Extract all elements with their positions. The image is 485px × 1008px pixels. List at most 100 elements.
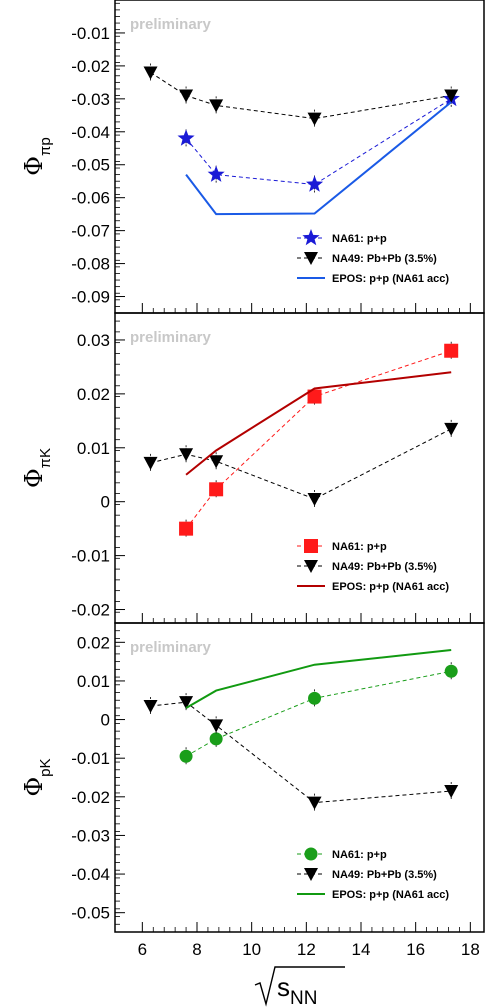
panel-bottom: 0.02 0.01 0 -0.01 -0.02 -0.03 -0.04 -0.05 ΦpK pre… bbox=[20, 622, 485, 933]
x-axis-text: sNN bbox=[277, 972, 317, 1008]
legend: NA61: p+p NA49: Pb+Pb (3.5%) EPOS: p+p (NA… bbox=[297, 847, 449, 901]
data-point bbox=[177, 129, 195, 146]
x-axis-label: sNN bbox=[254, 966, 345, 1008]
data-point bbox=[444, 89, 459, 103]
x-tick-label: 6 bbox=[138, 940, 147, 959]
plot-frame bbox=[114, 312, 485, 624]
legend-entry: NA49: Pb+Pb (3.5%) bbox=[332, 253, 437, 265]
y-tick-label: -0.06 bbox=[71, 189, 110, 208]
y-tick-label: -0.08 bbox=[71, 255, 110, 274]
y-tick-label: 0 bbox=[101, 711, 110, 730]
data-point bbox=[444, 343, 459, 358]
preliminary-label: preliminary bbox=[130, 329, 212, 346]
series-line-na49 bbox=[150, 72, 452, 120]
x-tick-label: 14 bbox=[352, 940, 371, 959]
data-point bbox=[179, 696, 194, 710]
series-line-na61 bbox=[185, 98, 452, 186]
data-point bbox=[179, 89, 194, 103]
y-tick-label: -0.02 bbox=[71, 57, 110, 76]
data-point bbox=[307, 796, 322, 810]
x-tick-label: 10 bbox=[242, 940, 261, 959]
legend-entry: EPOS: p+p (NA61 acc) bbox=[332, 581, 449, 593]
y-tick-label: -0.01 bbox=[71, 547, 110, 566]
plot-frame bbox=[114, 0, 485, 314]
y-axis-symbol: Φ bbox=[20, 468, 48, 488]
data-point bbox=[209, 455, 224, 469]
data-point bbox=[307, 389, 322, 404]
y-axis-subscript: pK bbox=[37, 758, 54, 776]
y-axis-label: ΦπK bbox=[20, 448, 54, 488]
y-axis-subscript: πK bbox=[37, 448, 54, 468]
legend-marker bbox=[304, 539, 318, 553]
panel-middle: 0.03 0.02 0.01 0 -0.01 -0.02 ΦπK preliminary NA6… bbox=[20, 312, 485, 624]
data-point bbox=[209, 719, 224, 733]
data-point bbox=[207, 165, 225, 182]
data-point bbox=[179, 448, 194, 462]
data-point bbox=[179, 521, 194, 536]
y-tick-label: 0.02 bbox=[77, 385, 110, 404]
y-axis-label: Φπp bbox=[20, 137, 54, 175]
data-point bbox=[143, 700, 158, 714]
y-tick-label: -0.03 bbox=[71, 826, 110, 845]
y-tick-label: 0 bbox=[101, 493, 110, 512]
data-point bbox=[209, 732, 223, 746]
series-line-na61 bbox=[185, 350, 452, 529]
legend-entry: EPOS: p+p (NA61 acc) bbox=[332, 889, 449, 901]
y-tick-label: -0.07 bbox=[71, 222, 110, 241]
y-tick-label: 0.01 bbox=[77, 672, 110, 691]
legend-entry: NA61: p+p bbox=[332, 541, 387, 553]
series-line-na49 bbox=[150, 701, 452, 804]
y-tick-label: -0.02 bbox=[71, 601, 110, 620]
y-tick-label: -0.03 bbox=[71, 90, 110, 109]
y-axis-symbol: Φ bbox=[20, 156, 48, 176]
y-tick-label: 0.02 bbox=[77, 633, 110, 652]
series-line-epos bbox=[185, 371, 452, 476]
series-line-na49 bbox=[150, 428, 452, 500]
y-axis-subscript: πp bbox=[37, 137, 54, 156]
legend-entry: NA49: Pb+Pb (3.5%) bbox=[332, 869, 437, 881]
data-point bbox=[306, 175, 324, 192]
y-tick-label: -0.05 bbox=[71, 156, 110, 175]
x-tick-label: 12 bbox=[297, 940, 316, 959]
y-tick-label: -0.09 bbox=[71, 288, 110, 307]
legend-entry: EPOS: p+p (NA61 acc) bbox=[332, 273, 449, 285]
legend: NA61: p+p NA49: Pb+Pb (3.5%) EPOS: p+p (NA… bbox=[297, 229, 449, 285]
y-tick-label: -0.04 bbox=[71, 865, 110, 884]
legend-marker bbox=[304, 252, 318, 265]
preliminary-label: preliminary bbox=[130, 639, 212, 656]
y-tick-label: -0.01 bbox=[71, 749, 110, 768]
x-axis-subscript: NN bbox=[290, 988, 317, 1008]
x-tick-label: 18 bbox=[461, 940, 480, 959]
series-line-epos bbox=[185, 101, 452, 216]
legend: NA61: p+p NA49: Pb+Pb (3.5%) EPOS: p+p (NA… bbox=[297, 539, 449, 593]
data-point bbox=[307, 493, 322, 506]
y-tick-label: -0.02 bbox=[71, 788, 110, 807]
y-axis-label: ΦpK bbox=[20, 758, 54, 796]
data-point bbox=[143, 456, 158, 470]
y-tick-label: -0.04 bbox=[71, 123, 110, 142]
data-point bbox=[307, 112, 322, 126]
x-tick-label: 8 bbox=[192, 940, 201, 959]
legend-entry: NA61: p+p bbox=[332, 849, 387, 861]
legend-marker bbox=[304, 868, 318, 881]
series-line-na61 bbox=[185, 670, 452, 757]
data-point bbox=[179, 749, 193, 763]
legend-marker bbox=[304, 560, 318, 573]
legend-marker bbox=[304, 847, 318, 861]
data-point bbox=[143, 66, 158, 80]
x-axis-symbol: s bbox=[277, 972, 290, 1002]
y-tick-label: -0.05 bbox=[71, 904, 110, 923]
legend-marker bbox=[302, 229, 320, 246]
y-tick-label: 0.03 bbox=[77, 331, 110, 350]
series-line-epos bbox=[185, 649, 452, 709]
y-tick-label: -0.01 bbox=[71, 24, 110, 43]
legend-entry: NA49: Pb+Pb (3.5%) bbox=[332, 561, 437, 573]
y-axis-symbol: Φ bbox=[20, 777, 48, 797]
panel-top: -0.01 -0.02 -0.03 -0.04 -0.05 -0.06 -0.07 -0.08… bbox=[20, 0, 485, 314]
data-point bbox=[444, 785, 459, 799]
x-tick-label: 16 bbox=[406, 940, 425, 959]
data-point bbox=[444, 422, 459, 436]
data-point bbox=[308, 691, 322, 705]
data-point bbox=[444, 664, 458, 678]
